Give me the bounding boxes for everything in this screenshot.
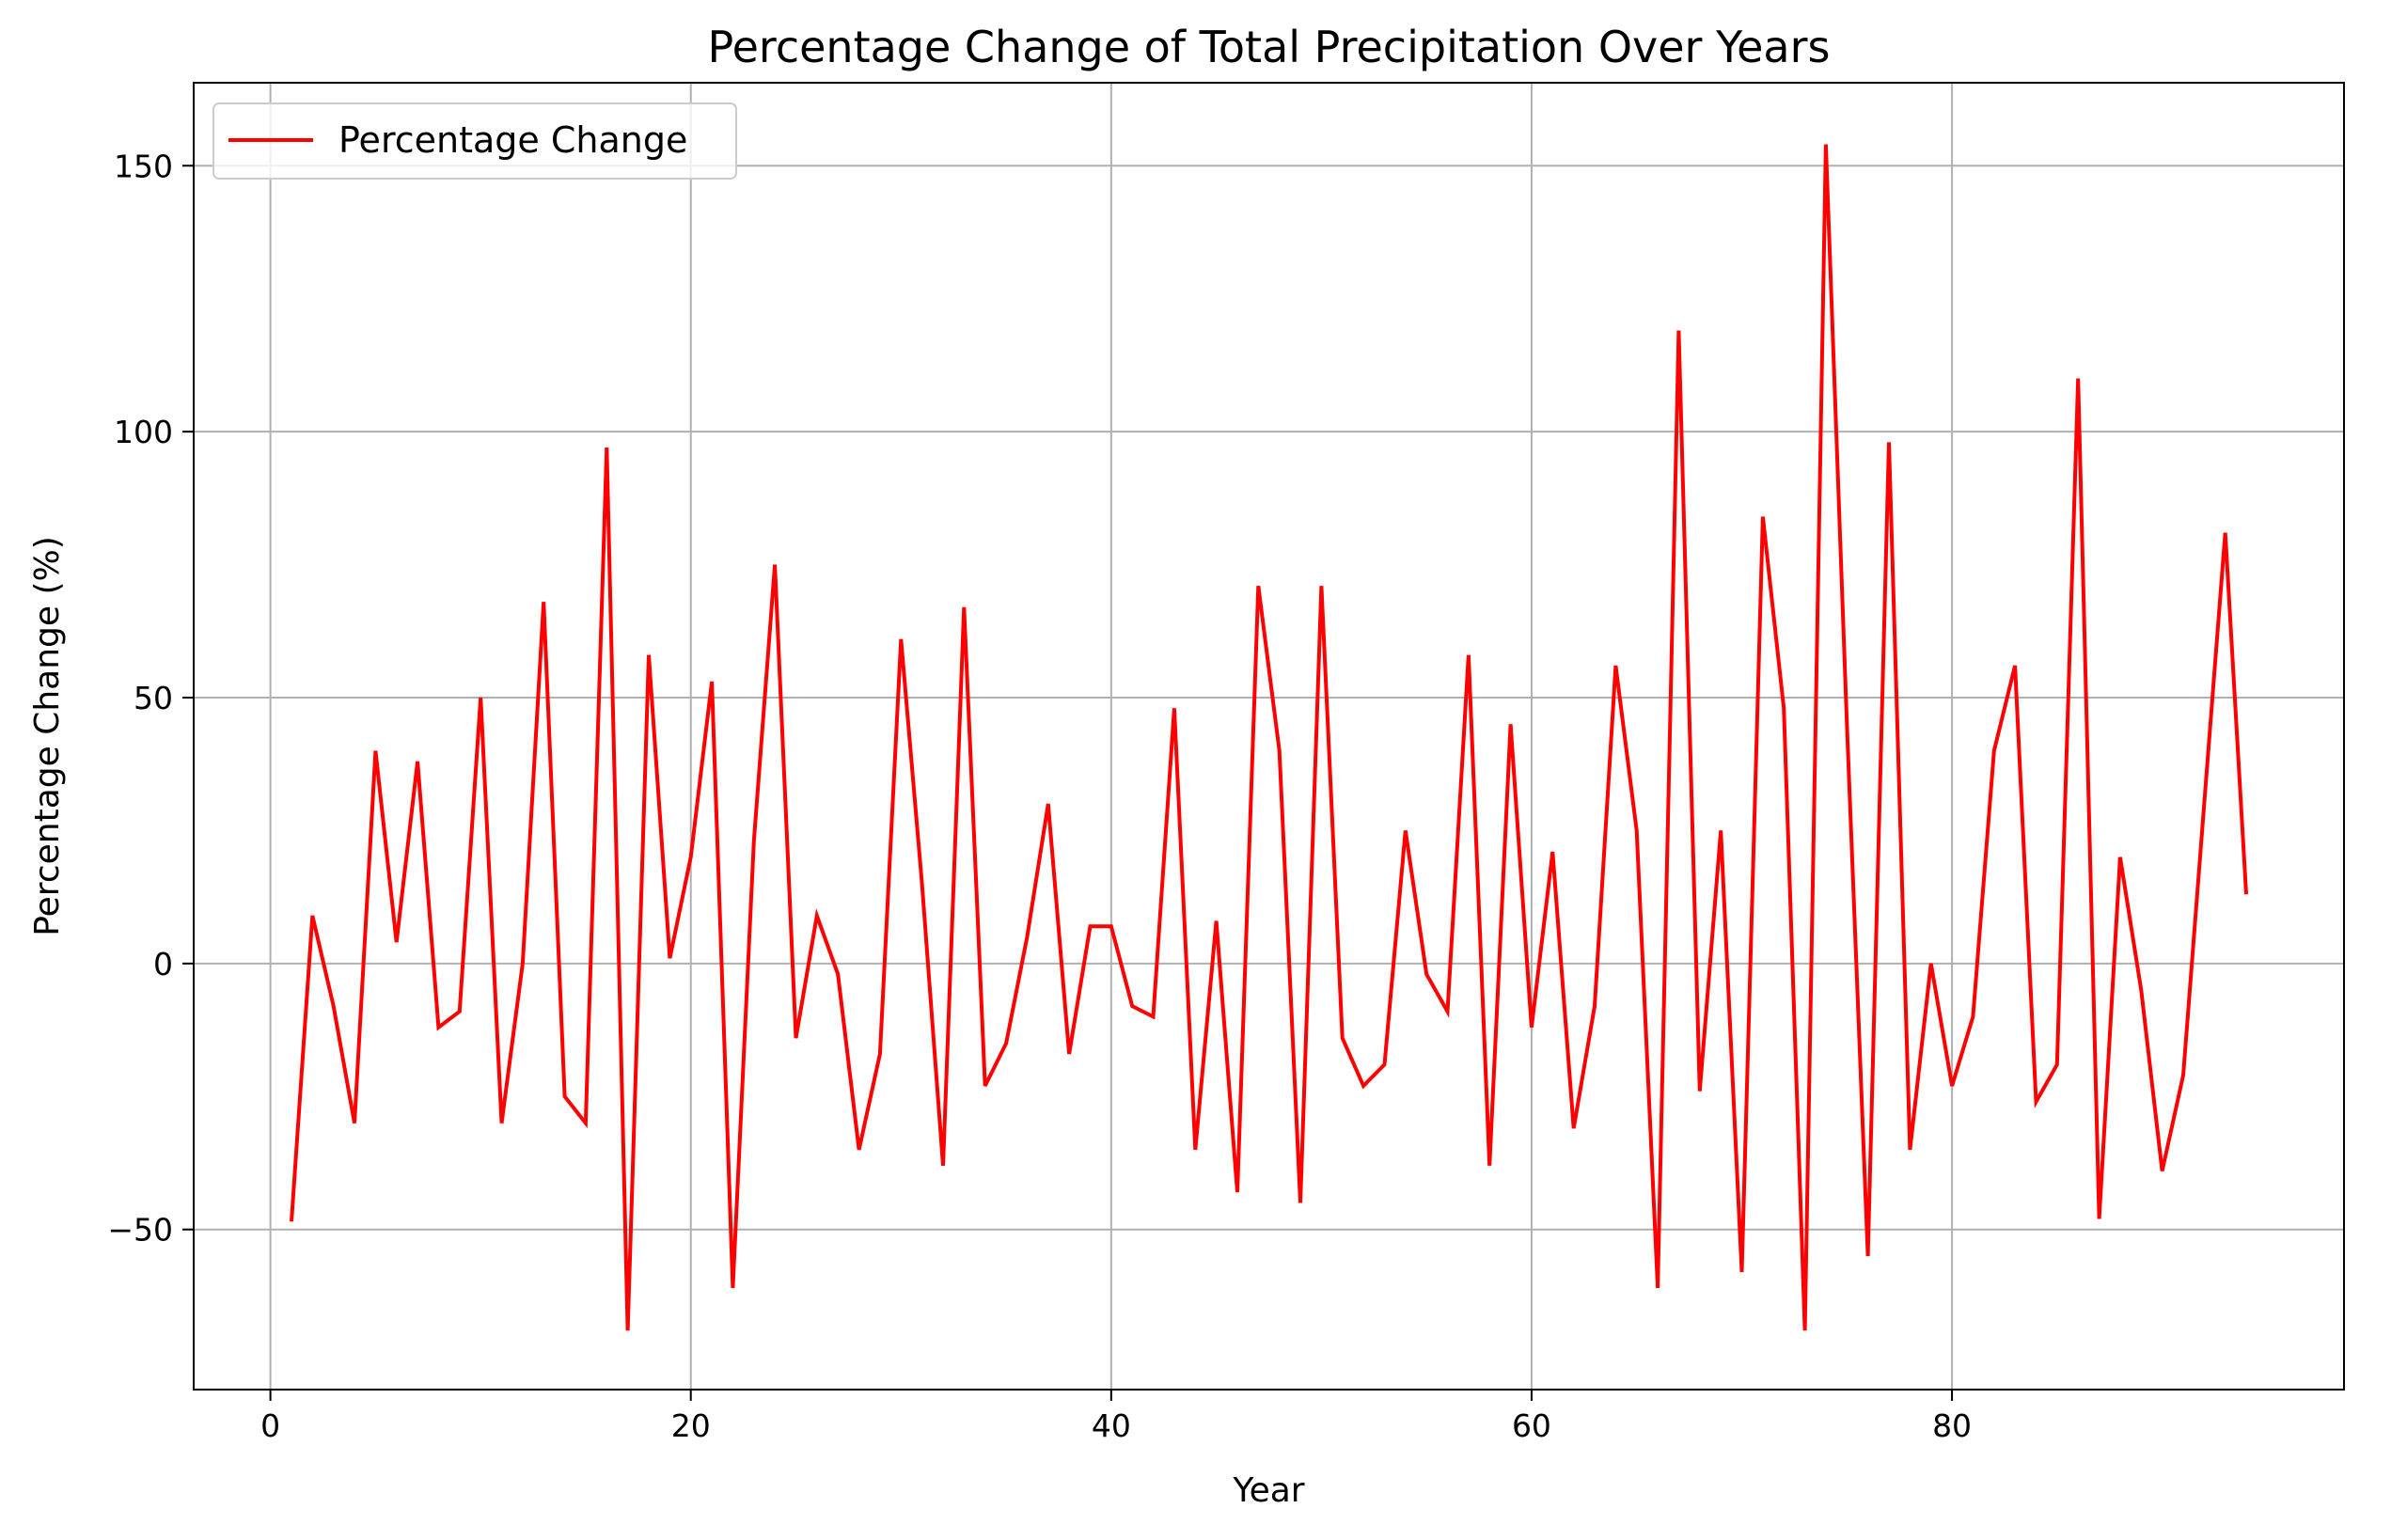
x-tick-label: 20 [671,1407,711,1444]
legend-label: Percentage Change [338,119,687,161]
x-tick-label: 60 [1512,1407,1551,1444]
grid-lines [194,83,2344,1390]
y-tick-label: 0 [153,946,173,982]
y-tick-label: −50 [107,1212,173,1249]
y-tick-label: 100 [114,414,173,450]
series-layer [290,144,2248,1331]
x-tick-label: 0 [260,1407,280,1444]
y-tick-label: 150 [114,148,173,184]
y-axis-label: Percentage Change (%) [28,536,67,936]
y-axis-ticks: −50 0 50 100 150 [107,148,194,1249]
series-line [290,144,2248,1331]
x-tick-label: 40 [1092,1407,1131,1444]
plot-frame [193,82,2345,1391]
legend-box [212,102,737,180]
x-axis-label: Year [1232,1471,1304,1510]
x-tick-label: 80 [1932,1407,1972,1444]
y-tick-label: 50 [134,680,173,716]
chart-title: Percentage Change of Total Precipitation… [708,22,1831,72]
legend: Percentage Change [212,102,737,180]
x-axis-ticks: 0 20 40 60 80 [260,1390,1972,1444]
